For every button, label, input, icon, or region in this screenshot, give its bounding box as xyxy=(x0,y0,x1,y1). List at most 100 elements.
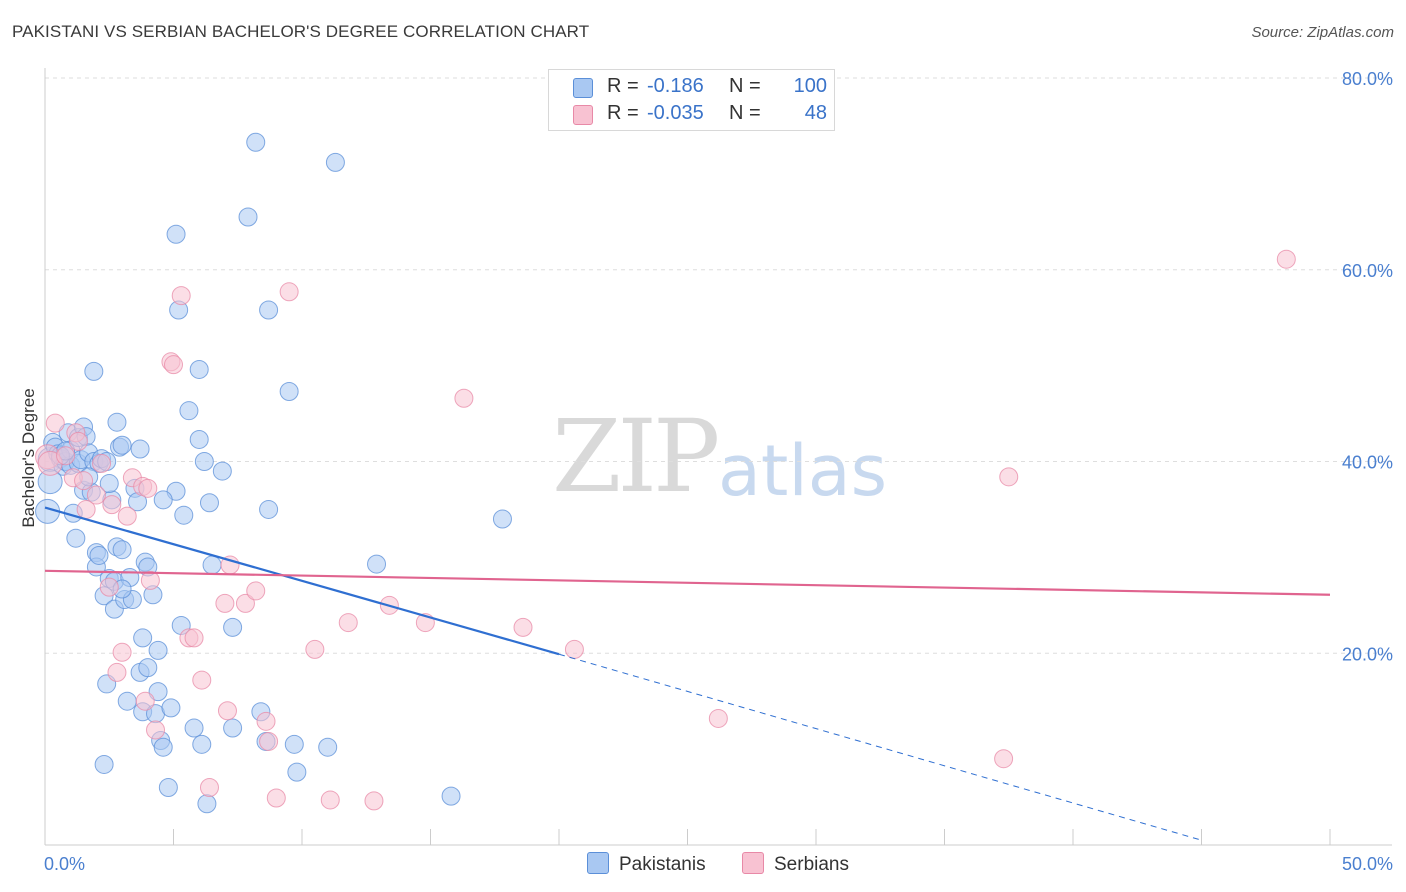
serbian-point xyxy=(215,593,235,613)
pakistani-point xyxy=(138,658,158,678)
legend-n-value: 100 xyxy=(793,75,827,97)
bottom-legend-swatch-pakistanis xyxy=(587,852,609,874)
serbian-point xyxy=(305,639,325,659)
serbian-point xyxy=(140,570,160,590)
trend-lines xyxy=(44,506,1331,841)
serbian-point xyxy=(338,613,358,633)
serbian-point xyxy=(164,355,183,375)
pakistani-point xyxy=(259,499,279,519)
serbian-point xyxy=(217,701,237,721)
serbian-point xyxy=(279,282,299,302)
legend-r-value: -0.186 xyxy=(647,75,704,97)
pakistani-point xyxy=(202,555,222,575)
serbian-point xyxy=(92,453,112,473)
pakistani-point xyxy=(259,300,279,320)
legend-swatch-pakistanis xyxy=(573,78,593,98)
pakistani-point xyxy=(441,786,461,806)
chart-title: PAKISTANI VS SERBIAN BACHELOR'S DEGREE C… xyxy=(12,22,590,41)
legend-r-value: -0.035 xyxy=(647,102,704,124)
bottom-legend-label: Serbians xyxy=(774,854,849,875)
serbian-point xyxy=(45,413,65,433)
serbian-point xyxy=(364,791,384,811)
y-tick-label: 20.0% xyxy=(1342,644,1393,664)
pakistani-point xyxy=(189,359,209,379)
pakistani-point xyxy=(66,528,86,548)
serbian-point xyxy=(320,790,340,810)
serbian-point xyxy=(146,720,166,740)
pakistani-point xyxy=(284,734,304,754)
pakistani-point xyxy=(89,545,109,565)
serbian-point xyxy=(235,593,255,613)
legend-r-label: R = xyxy=(607,102,639,124)
y-tick-label: 80.0% xyxy=(1342,69,1393,89)
legend-row-pakistanis: R = -0.186 N = 100 xyxy=(573,75,827,101)
serbian-point xyxy=(199,777,219,797)
source-credit: Source: ZipAtlas.com xyxy=(1251,24,1394,41)
watermark-atlas: atlas xyxy=(718,430,888,512)
serbian-point xyxy=(135,691,155,711)
serbian-point xyxy=(68,431,88,451)
axis-labels: 20.0% 40.0% 60.0% 80.0% 0.0% 50.0% Bachelor's … xyxy=(19,69,1393,874)
serbian-point xyxy=(74,471,94,491)
serbian-point xyxy=(513,617,533,637)
serbian-point xyxy=(184,628,204,648)
pakistani-point xyxy=(174,505,194,525)
pakistani-point xyxy=(112,540,132,560)
legend-n-label: N = xyxy=(729,102,761,124)
pakistani-point xyxy=(148,640,168,660)
legend-r-label: R = xyxy=(607,75,639,97)
pakistani-point xyxy=(179,401,199,421)
serbian-point xyxy=(56,446,76,466)
pakistani-point xyxy=(158,777,178,797)
pakistani-point xyxy=(94,754,114,774)
serbian-point xyxy=(112,642,132,662)
serbian-point xyxy=(117,506,137,526)
serbian-point xyxy=(1276,249,1296,269)
legend-n-value: 48 xyxy=(804,102,827,124)
serbian-point xyxy=(259,731,279,751)
serbian-point xyxy=(256,711,276,731)
pakistani-point xyxy=(148,682,168,702)
pakistani-point xyxy=(153,490,173,510)
pakistani-point xyxy=(153,737,173,757)
y-axis-label: Bachelor's Degree xyxy=(19,388,38,527)
correlation-legend: R = -0.186 N = 100 R = -0.035 N = 48 xyxy=(548,69,835,131)
pakistani-point xyxy=(325,152,345,172)
bottom-legend-swatch-serbians xyxy=(742,852,764,874)
pakistani-point xyxy=(166,224,186,244)
pakistani-point xyxy=(161,698,181,718)
legend-n-label: N = xyxy=(729,75,761,97)
serbian-point xyxy=(994,749,1014,769)
gridlines xyxy=(45,77,1392,654)
serbian-point xyxy=(138,478,158,498)
serbian-point xyxy=(102,495,122,515)
pakistani-point xyxy=(199,493,219,513)
bottom-legend-pakistanis: Pakistanis xyxy=(587,852,706,876)
serbian-trend-line xyxy=(44,569,1331,596)
pakistani-point xyxy=(318,737,338,757)
pakistani-point xyxy=(197,794,217,814)
pakistani-point xyxy=(107,412,127,432)
serbian-point xyxy=(171,286,191,306)
data-points xyxy=(35,132,1296,814)
serbian-point xyxy=(99,577,119,597)
serbian-point xyxy=(999,467,1019,487)
pakistani-point xyxy=(117,691,137,711)
pakistani-point xyxy=(133,628,153,648)
pakistani-point xyxy=(492,509,512,529)
pakistani-point xyxy=(367,554,387,574)
serbian-point xyxy=(266,788,286,808)
pakistani-point xyxy=(112,435,132,455)
serbian-point xyxy=(192,670,212,690)
serbian-point xyxy=(86,485,106,505)
legend-row-serbians: R = -0.035 N = 48 xyxy=(573,102,827,128)
bottom-legend-serbians: Serbians xyxy=(742,852,849,876)
pakistani-point xyxy=(130,439,150,459)
serbian-point xyxy=(246,581,266,601)
bottom-legend-label: Pakistanis xyxy=(619,854,706,875)
pakistani-point xyxy=(246,132,266,152)
pakistani-point xyxy=(192,734,212,754)
pakistani-point xyxy=(189,429,209,449)
serbian-point xyxy=(107,662,127,682)
